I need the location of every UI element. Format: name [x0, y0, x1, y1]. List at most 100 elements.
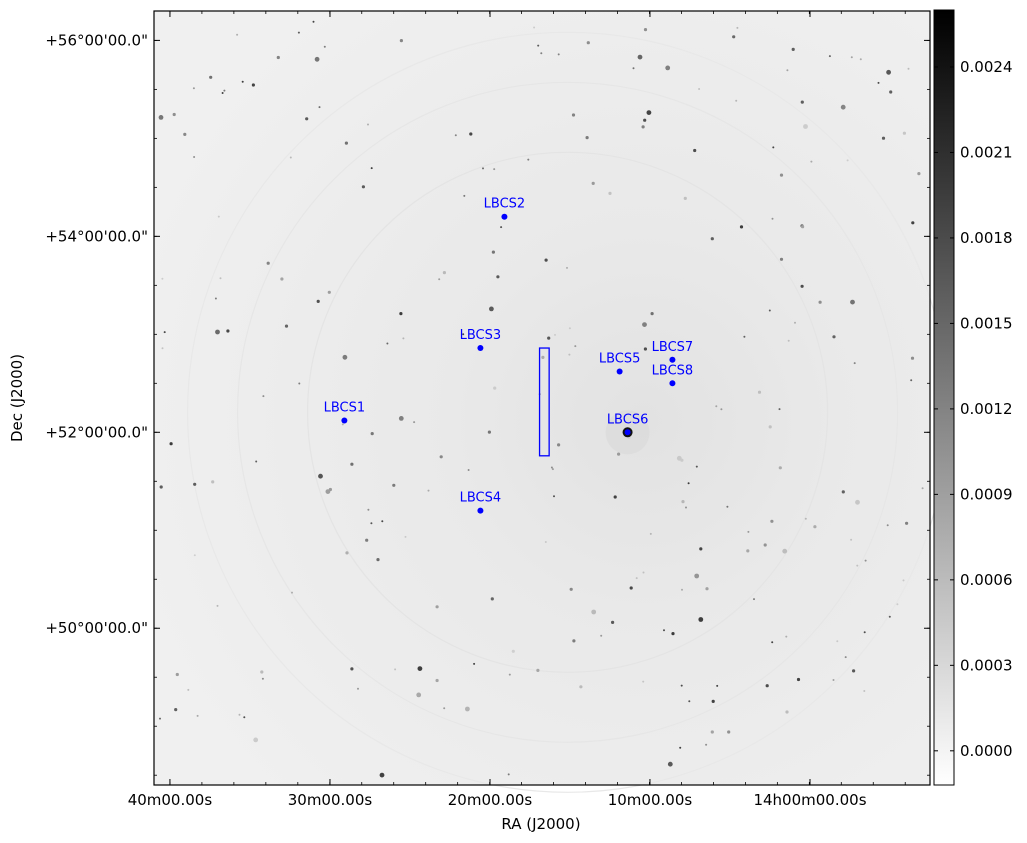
background-source — [489, 306, 494, 312]
background-source — [828, 55, 831, 58]
source-label: LBCS8 — [652, 363, 694, 378]
background-source — [507, 773, 510, 776]
background-source — [211, 480, 215, 484]
background-source — [591, 609, 597, 615]
background-source — [881, 136, 886, 140]
background-source — [698, 617, 704, 622]
source-marker — [477, 345, 484, 352]
background-source — [850, 538, 853, 541]
y-tick-label: +52°00'00.0" — [45, 423, 148, 441]
background-source — [253, 737, 259, 743]
background-source — [493, 386, 497, 390]
background-source — [617, 452, 621, 456]
colorbar-tick-label: 0.0003 — [960, 656, 1013, 674]
background-source — [469, 132, 473, 136]
background-source — [641, 125, 645, 129]
background-source — [365, 538, 369, 542]
background-source — [344, 141, 348, 145]
background-source — [183, 132, 187, 136]
background-source — [318, 473, 323, 479]
background-source — [219, 277, 222, 280]
background-source — [551, 468, 554, 471]
background-source — [226, 329, 230, 333]
background-source — [716, 684, 719, 687]
background-source — [280, 277, 284, 281]
background-source — [863, 690, 866, 692]
background-source — [846, 159, 849, 162]
background-source — [859, 58, 862, 61]
annotation-box — [538, 347, 550, 457]
background-source — [694, 573, 700, 579]
background-source — [650, 312, 654, 316]
background-source — [663, 629, 665, 632]
background-source — [443, 707, 446, 710]
source-marker — [624, 429, 631, 436]
source-marker — [501, 213, 508, 220]
background-source — [413, 421, 416, 424]
background-source — [544, 258, 548, 262]
background-source — [435, 605, 439, 609]
background-source — [855, 499, 860, 505]
background-source — [216, 604, 219, 607]
background-source — [786, 69, 789, 72]
background-source — [765, 684, 769, 688]
background-source — [681, 500, 685, 504]
background-source — [611, 620, 615, 625]
background-source — [813, 525, 817, 529]
background-source — [681, 588, 683, 591]
background-source — [161, 277, 164, 280]
background-source — [676, 455, 682, 461]
background-source — [467, 469, 470, 471]
background-source — [159, 717, 161, 720]
background-source — [547, 336, 551, 340]
background-source — [643, 28, 648, 32]
background-source — [196, 714, 199, 717]
background-source — [804, 517, 807, 520]
sky-image-background — [154, 11, 930, 785]
background-source — [187, 688, 190, 691]
background-source — [491, 250, 495, 254]
background-source — [327, 290, 331, 294]
background-source — [850, 56, 853, 59]
background-source — [223, 89, 226, 92]
background-source — [886, 69, 891, 75]
background-source — [753, 598, 755, 601]
background-source — [568, 353, 571, 356]
background-source — [376, 558, 380, 562]
image-panel: 40m00.00s 30m00.00s 20m00.00s 10m00.00s 14h0… — [45, 10, 949, 809]
background-source — [585, 136, 589, 140]
colorbar-tick-label: 0.0024 — [960, 58, 1013, 76]
background-source — [159, 485, 163, 489]
background-source — [886, 524, 889, 527]
background-source — [902, 579, 905, 582]
background-source — [693, 148, 697, 153]
colorbar-ticks: 0.0024 0.0021 0.0018 0.0015 0.0012 0.0009 0.00… — [934, 58, 1013, 760]
background-source — [289, 156, 292, 159]
background-source — [739, 225, 744, 229]
background-source — [649, 532, 652, 535]
background-source — [794, 321, 796, 324]
x-tick-label: 30m00.00s — [288, 791, 373, 809]
background-source — [711, 699, 715, 704]
background-source — [361, 185, 365, 189]
source-label: LBCS4 — [460, 491, 502, 506]
source-label: LBCS6 — [607, 412, 649, 427]
background-source — [787, 339, 790, 342]
background-source — [193, 156, 196, 158]
background-source — [554, 333, 556, 336]
x-tick-label: 10m00.00s — [608, 791, 693, 809]
background-source — [490, 597, 494, 601]
background-source — [493, 168, 496, 171]
colorbar-tick-label: 0.0021 — [960, 143, 1013, 161]
background-source — [341, 423, 344, 426]
background-source — [297, 31, 300, 34]
background-source — [643, 118, 647, 122]
background-source — [732, 35, 736, 39]
background-source — [217, 215, 220, 218]
background-source — [736, 26, 739, 29]
background-source — [544, 541, 547, 543]
background-source — [727, 730, 731, 734]
background-source — [698, 88, 701, 90]
background-source — [841, 490, 845, 494]
background-source — [586, 41, 590, 45]
